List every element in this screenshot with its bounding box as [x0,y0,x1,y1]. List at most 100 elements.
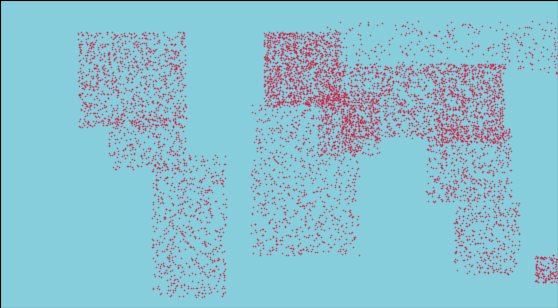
Point [252,126,261,131]
Point [256,139,265,144]
Point [342,108,351,113]
Point [359,118,368,123]
Point [219,192,228,197]
Point [262,55,271,59]
Point [286,245,295,250]
Point [425,121,434,126]
Point [104,121,113,126]
Point [388,80,397,85]
Point [214,172,223,177]
Point [188,285,197,290]
Point [180,283,189,288]
Point [253,191,262,196]
Point [399,109,408,114]
Point [316,80,325,85]
Point [289,45,298,50]
Point [311,97,320,102]
Point [120,51,129,56]
Point [318,37,327,42]
Point [206,201,215,206]
Point [456,66,465,71]
Point [409,73,418,78]
Point [136,121,145,126]
Point [326,103,335,107]
Point [453,268,462,273]
Point [116,112,125,117]
Point [438,92,447,97]
Point [371,128,379,133]
Point [181,178,190,183]
Point [217,242,226,247]
Point [372,69,381,74]
Point [124,142,133,147]
Point [430,188,439,193]
Point [464,70,473,75]
Point [288,63,297,68]
Point [422,94,431,99]
Point [392,117,401,122]
Point [333,39,341,44]
Point [263,55,272,60]
Point [282,86,291,91]
Point [551,274,558,279]
Point [263,44,272,49]
Point [490,75,499,80]
Point [328,67,336,71]
Point [337,126,346,131]
Point [299,46,307,51]
Point [156,154,165,159]
Point [148,242,157,247]
Point [85,46,94,51]
Point [307,99,316,103]
Point [499,66,508,71]
Point [461,173,470,178]
Point [483,190,492,195]
Point [491,254,500,259]
Point [277,242,286,247]
Point [324,156,333,161]
Point [355,140,364,145]
Point [332,48,341,53]
Point [400,101,409,106]
Point [296,40,305,45]
Point [354,146,363,151]
Point [496,245,505,250]
Point [483,97,492,102]
Point [281,174,290,179]
Point [475,227,484,232]
Point [358,143,367,148]
Point [302,63,311,68]
Point [220,269,229,274]
Point [410,103,418,108]
Point [283,56,292,61]
Point [187,278,196,283]
Point [113,121,122,126]
Point [463,223,472,228]
Point [255,228,264,233]
Point [444,84,453,89]
Point [333,63,342,67]
Point [218,271,227,276]
Point [172,75,181,80]
Point [163,96,172,101]
Point [302,34,311,39]
Point [411,118,420,123]
Point [100,79,109,83]
Point [407,114,416,119]
Point [429,49,437,54]
Point [333,98,341,103]
Point [428,87,437,91]
Point [504,127,513,132]
Point [266,67,275,72]
Point [267,112,276,117]
Point [367,102,376,107]
Point [323,74,331,79]
Point [78,76,87,81]
Point [320,218,329,223]
Point [298,33,307,38]
Point [473,82,482,87]
Point [355,72,364,77]
Point [460,139,469,144]
Point [483,265,492,270]
Point [513,53,522,58]
